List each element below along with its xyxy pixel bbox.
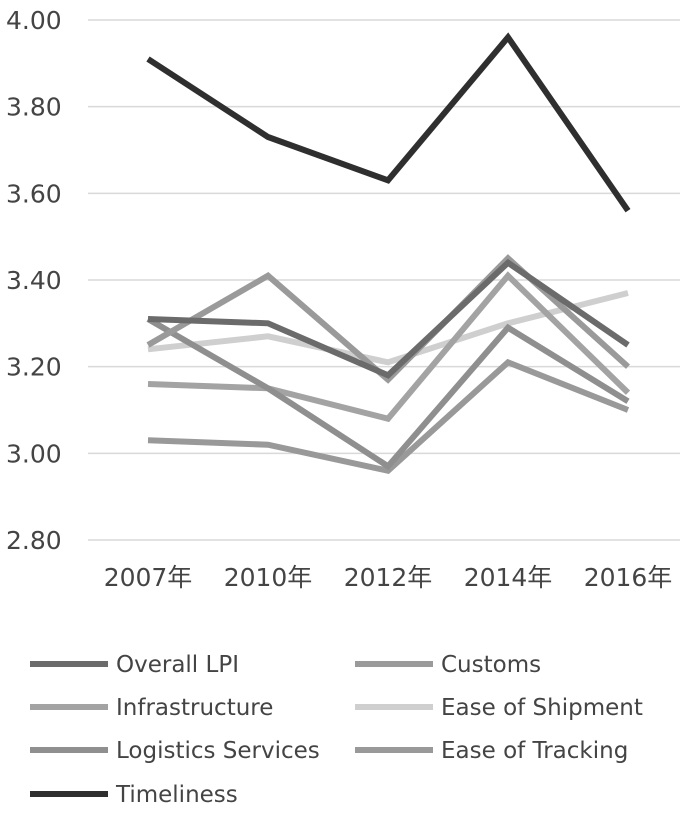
- legend-label: Customs: [441, 652, 541, 678]
- series-line-overall-lpi: [147, 258, 630, 379]
- legend-item: Overall LPI: [30, 652, 239, 678]
- x-tick-label: 2010年: [224, 563, 313, 592]
- legend: Overall LPI Customs Infrastructure Ease of …: [30, 652, 643, 808]
- y-tick-label: 3.00: [6, 439, 62, 468]
- y-tick-label: 4.00: [6, 6, 62, 35]
- y-tick-label: 3.40: [6, 266, 62, 295]
- legend-item: Ease of Tracking: [355, 738, 628, 764]
- y-tick-label: 2.80: [6, 526, 62, 555]
- legend-item: Timeliness: [30, 782, 238, 808]
- x-tick-label: 2012年: [344, 563, 433, 592]
- gridlines: [88, 19, 680, 541]
- legend-item: Customs: [355, 652, 541, 678]
- series-line-infrastructure: [147, 271, 631, 423]
- series-line-timeliness: [146, 32, 631, 213]
- legend-label: Ease of Tracking: [441, 738, 628, 764]
- series-line-customs: [146, 254, 631, 384]
- series-line-ease-of-tracking: [147, 358, 630, 474]
- series-lines: [146, 32, 631, 474]
- x-axis-ticks: 2007年 2010年 2012年 2014年 2016年: [104, 563, 673, 592]
- x-tick-label: 2014年: [464, 563, 553, 592]
- y-axis-ticks: 4.00 3.80 3.60 3.40 3.20 3.00 2.80: [6, 6, 62, 555]
- legend-item: Logistics Services: [30, 738, 320, 764]
- series-line-logistics-services: [146, 316, 630, 471]
- legend-item: Infrastructure: [30, 695, 273, 721]
- y-tick-label: 3.80: [6, 93, 62, 122]
- legend-label: Overall LPI: [116, 652, 239, 678]
- x-tick-label: 2016年: [584, 563, 673, 592]
- legend-label: Timeliness: [115, 782, 238, 808]
- legend-label: Infrastructure: [116, 695, 273, 721]
- legend-item: Ease of Shipment: [355, 695, 643, 721]
- legend-label: Logistics Services: [116, 738, 320, 764]
- x-tick-label: 2007年: [104, 563, 193, 592]
- legend-label: Ease of Shipment: [441, 695, 643, 721]
- y-tick-label: 3.20: [6, 353, 62, 382]
- y-tick-label: 3.60: [6, 179, 62, 208]
